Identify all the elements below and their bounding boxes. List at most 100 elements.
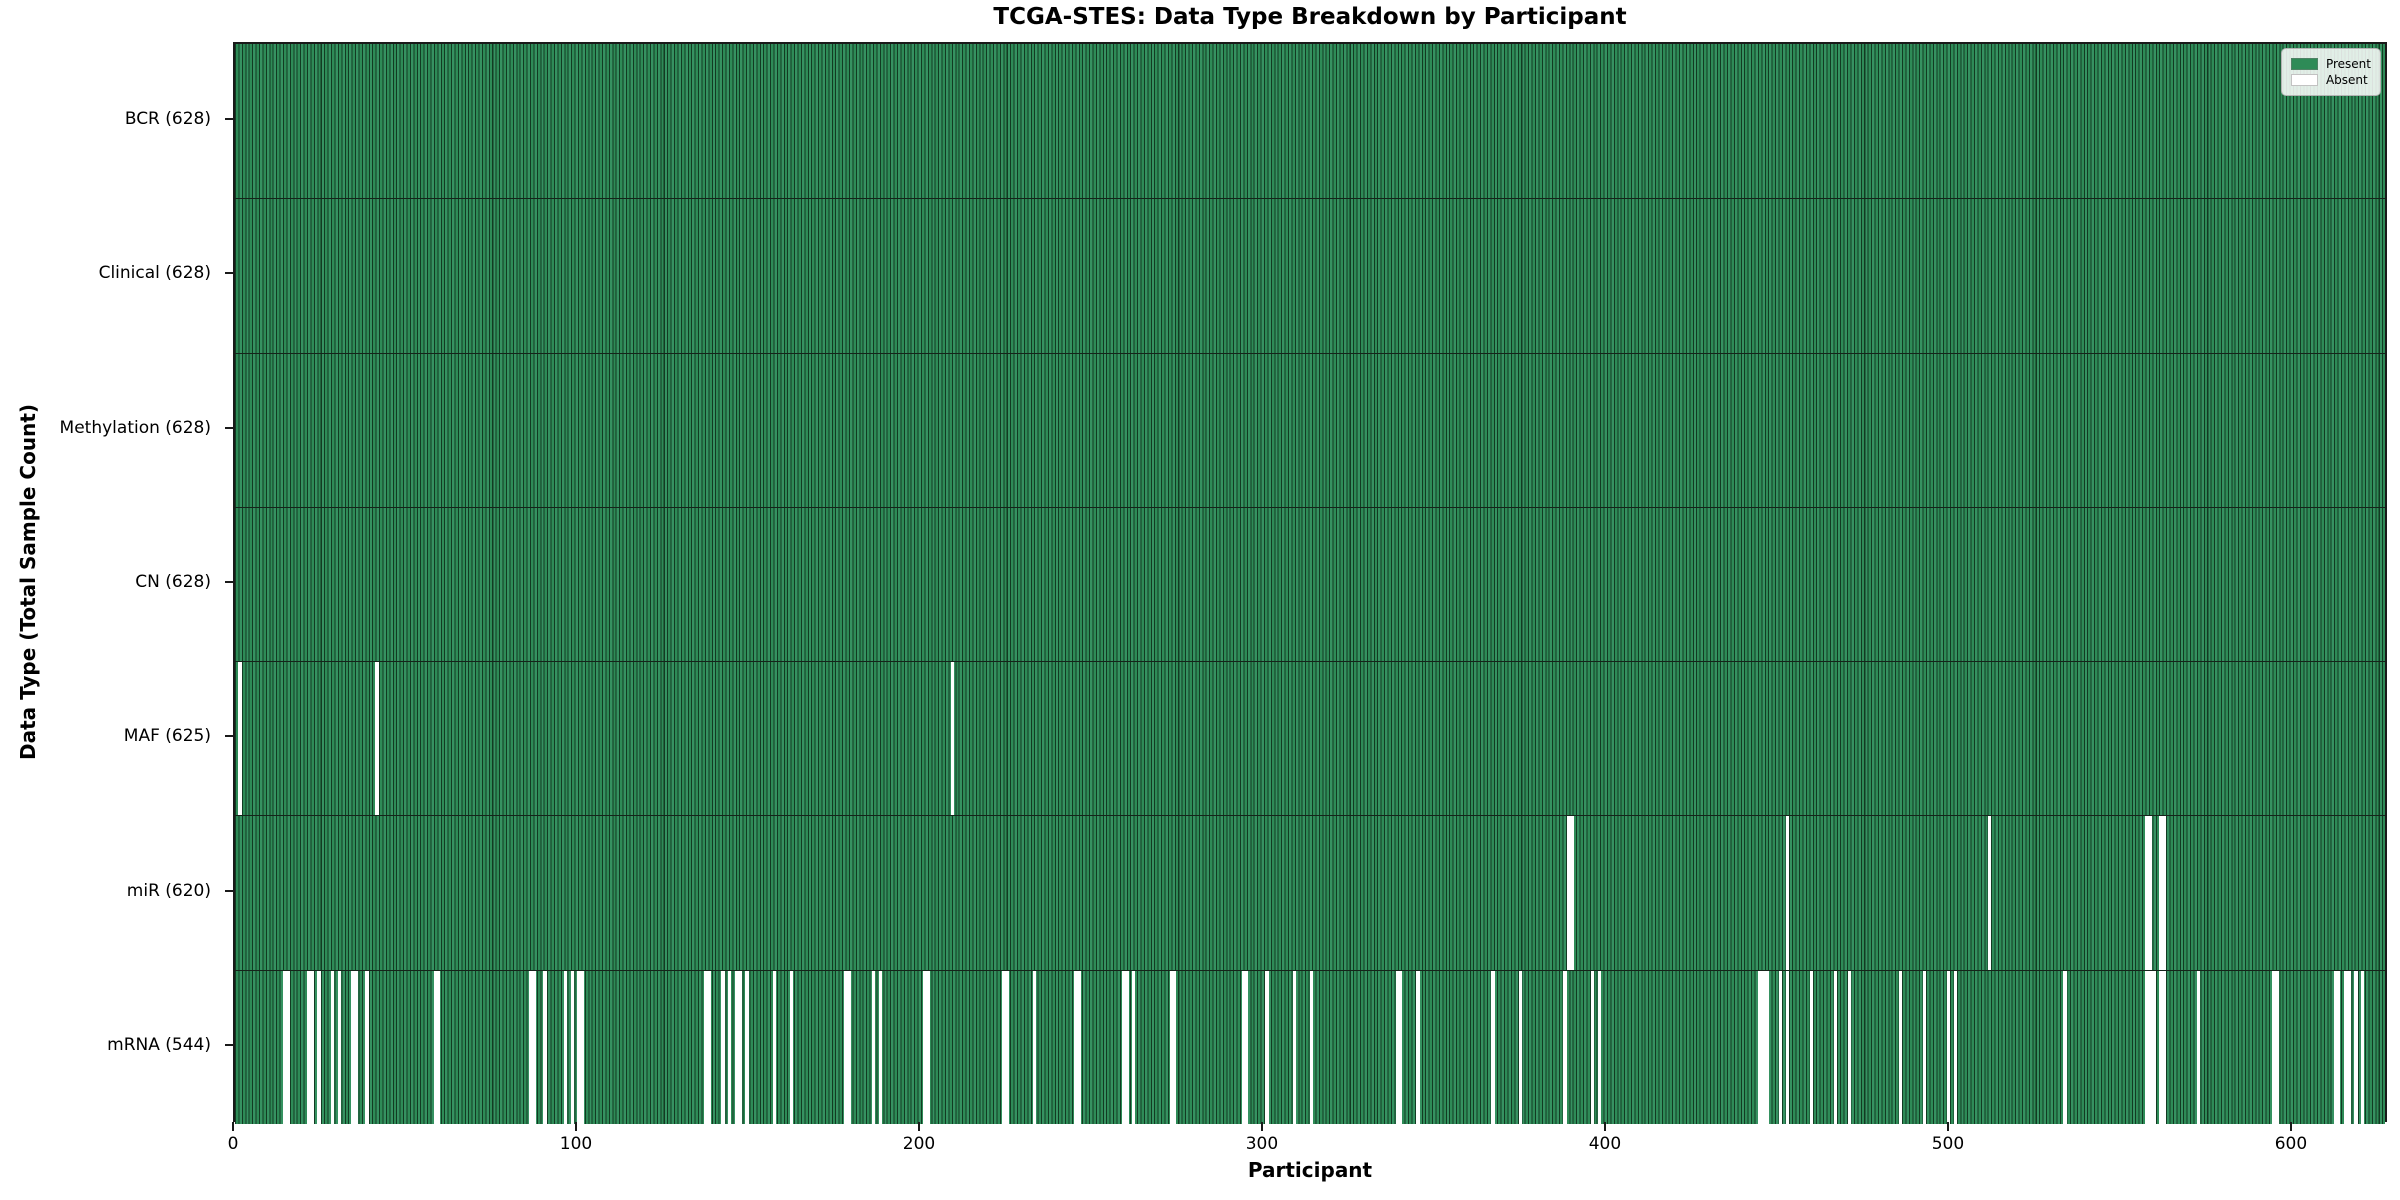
absent-stripe [1241,970,1245,1124]
absent-stripe [1946,970,1951,1124]
absent-stripe [1987,816,1992,970]
absent-stripe [330,970,335,1124]
absent-stripe [1765,970,1769,1124]
absent-stripe [2162,970,2166,1124]
absent-stripe [563,970,568,1124]
y-tick-mark [225,118,233,121]
absent-stripe [772,970,776,1124]
absent-stripe [847,970,852,1124]
absent-stripe [1758,970,1762,1124]
x-tick-mark [1603,1122,1606,1131]
absent-stripe [1077,970,1081,1124]
absent-stripe [2354,970,2358,1124]
y-tick-mark [225,581,233,583]
absent-stripe [529,970,533,1124]
absent-stripe [1563,970,1567,1124]
absent-stripe [844,970,848,1124]
absent-stripe [2196,970,2201,1124]
absent-stripe [704,970,708,1124]
absent-stripe [375,662,379,816]
absent-stripe [1779,970,1783,1124]
absent-stripe [2063,970,2067,1124]
absent-stripe [580,970,585,1124]
x-tick-label: 100 [559,1134,593,1154]
absent-stripe [543,970,547,1124]
y-tick-label-miR: miR (620) [126,880,211,901]
absent-stripe [1416,970,1420,1124]
absent-stripe [727,970,732,1124]
matrix-row-mRNA [235,969,2385,1124]
absent-stripe [354,970,359,1124]
absent-stripe [570,970,574,1124]
x-tick-label: 500 [1931,1134,1965,1154]
x-tick-label: 400 [1588,1134,1622,1154]
y-tick-label-BCR: BCR (628) [124,109,211,130]
absent-stripe [2145,970,2149,1124]
absent-stripe [306,970,311,1124]
absent-stripe [745,970,749,1124]
absent-stripe [238,662,242,816]
absent-stripe [2159,970,2163,1124]
absent-stripe [1032,970,1037,1124]
y-tick-label-mRNA: mRNA (544) [107,1034,211,1055]
y-tick-label-CN: CN (628) [135,572,211,592]
absent-stripe [532,970,537,1124]
matrix-row-Clinical [235,198,2385,353]
absent-stripe [282,970,287,1124]
absent-stripe [1292,970,1297,1124]
absent-stripe [1590,970,1595,1124]
absent-stripe [734,970,739,1124]
absent-stripe [1833,970,1838,1124]
matrix-row-CN [235,506,2385,662]
absent-stripe [1785,970,1790,1124]
absent-stripe [317,970,321,1124]
absent-stripe [2333,970,2338,1124]
absent-stripe [1173,970,1177,1124]
absent-stripe [1761,970,1766,1124]
absent-stripe [1005,970,1009,1124]
legend-absent-label: Absent [2325,73,2368,87]
absent-stripe [351,970,355,1124]
absent-stripe [950,662,954,816]
absent-stripe [1785,816,1790,970]
absent-stripe [1491,970,1495,1124]
legend-present-label: Present [2325,57,2371,71]
x-tick-mark [1946,1122,1949,1131]
x-tick-label: 0 [227,1134,239,1154]
absent-stripe [2152,970,2156,1124]
y-tick-label-MAF: MAF (625) [123,726,211,747]
x-tick-mark [917,1122,920,1131]
absent-stripe [337,970,342,1124]
legend: Present Absent [2280,48,2381,96]
absent-stripe [789,970,794,1124]
absent-stripe [577,970,581,1124]
legend-entry-present: Present [2290,57,2371,71]
absent-stripe [1131,970,1136,1124]
chart-title: TCGA-STES: Data Type Breakdown by Partic… [993,4,1627,30]
matrix-row-miR [235,815,2385,970]
absent-stripe [2347,970,2351,1124]
absent-stripe [433,970,437,1124]
y-tick-mark [225,1043,233,1046]
absent-stripe [2145,816,2149,970]
legend-entry-absent: Absent [2290,73,2371,87]
y-tick-label-Methylation: Methylation (628) [59,417,211,438]
absent-stripe [923,970,927,1124]
matrix-row-BCR [235,44,2385,199]
absent-swatch-icon [2290,74,2318,86]
x-axis-label: Participant [1247,1158,1373,1182]
absent-stripe [1898,970,1903,1124]
absent-stripe [2275,970,2279,1124]
y-tick-mark [225,426,233,429]
absent-stripe [2148,816,2153,970]
y-tick-mark [225,889,233,892]
absent-stripe [1073,970,1078,1124]
absent-stripe [721,970,725,1124]
absent-stripe [2361,970,2365,1124]
x-tick-mark [574,1122,577,1131]
x-tick-mark [1260,1122,1263,1131]
absent-stripe [1597,970,1601,1124]
absent-stripe [1001,970,1006,1124]
x-tick-mark [232,1122,234,1131]
x-axis-ticks: 0 100 200 300 400 500 600 [228,1122,2387,1162]
